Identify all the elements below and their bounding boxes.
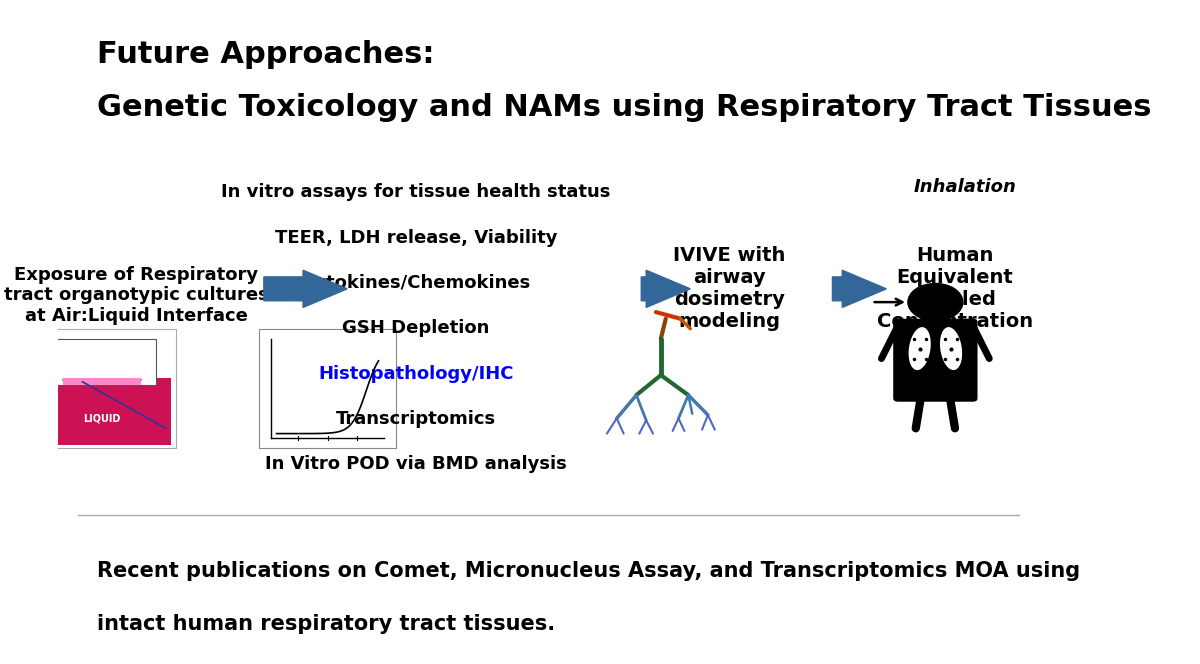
Ellipse shape [908, 327, 931, 370]
Text: Inhalation: Inhalation [913, 178, 1016, 196]
FancyBboxPatch shape [925, 319, 946, 329]
Text: Recent publications on Comet, Micronucleus Assay, and Transcriptomics MOA using: Recent publications on Comet, Micronucle… [97, 561, 1080, 581]
Circle shape [908, 284, 962, 321]
Text: Future Approaches:: Future Approaches: [97, 40, 434, 69]
Polygon shape [264, 270, 347, 307]
FancyBboxPatch shape [34, 378, 170, 445]
Text: GSH Depletion: GSH Depletion [342, 319, 490, 337]
Text: Genetic Toxicology and NAMs using Respiratory Tract Tissues: Genetic Toxicology and NAMs using Respir… [97, 93, 1152, 122]
FancyBboxPatch shape [259, 329, 396, 448]
FancyBboxPatch shape [62, 378, 142, 385]
Text: AIR: AIR [92, 351, 112, 362]
Text: In vitro assays for tissue health status: In vitro assays for tissue health status [221, 183, 611, 201]
Text: IVIVE with
airway
dosimetry
modeling: IVIVE with airway dosimetry modeling [673, 246, 786, 331]
Text: TEER, LDH release, Viability: TEER, LDH release, Viability [275, 229, 557, 247]
Text: LIQUID: LIQUID [84, 413, 121, 424]
FancyBboxPatch shape [29, 329, 175, 448]
Text: Transcriptomics: Transcriptomics [336, 410, 496, 428]
Text: intact human respiratory tract tissues.: intact human respiratory tract tissues. [97, 614, 556, 634]
Text: Histopathology/IHC: Histopathology/IHC [318, 365, 514, 382]
Polygon shape [833, 270, 887, 307]
FancyBboxPatch shape [48, 339, 156, 385]
Text: Cytokines/Chemokines: Cytokines/Chemokines [301, 274, 530, 292]
Ellipse shape [940, 327, 962, 370]
Text: Human
Equivalent
Inhaled
Concentration: Human Equivalent Inhaled Concentration [877, 246, 1033, 331]
Text: Exposure of Respiratory
tract organotypic cultures
at Air:Liquid Interface: Exposure of Respiratory tract organotypi… [4, 266, 269, 325]
FancyBboxPatch shape [893, 319, 978, 402]
Text: In Vitro POD via BMD analysis: In Vitro POD via BMD analysis [265, 455, 566, 473]
Polygon shape [641, 270, 690, 307]
